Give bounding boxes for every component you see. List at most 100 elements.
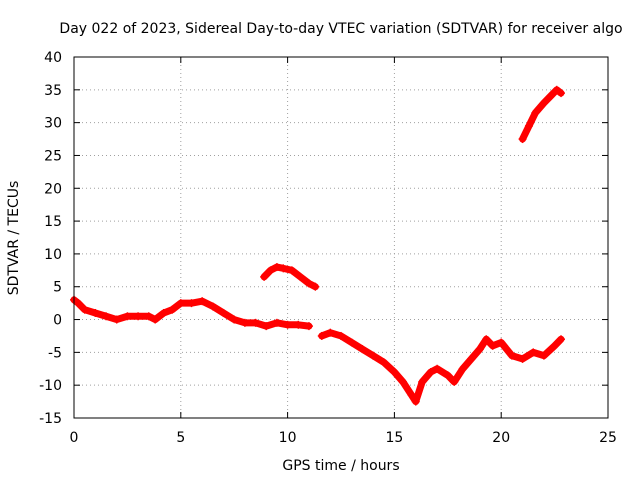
data-point: [112, 315, 121, 324]
data-point: [497, 338, 506, 347]
y-axis-label: SDTVAR / TECUs: [6, 181, 22, 296]
data-point: [304, 322, 313, 331]
series-segment-2: [260, 263, 320, 291]
data-point: [91, 308, 100, 317]
data-point: [219, 308, 228, 317]
data-point: [507, 351, 516, 360]
data-point: [482, 335, 491, 344]
data-point: [294, 320, 303, 329]
x-tick-label: 15: [385, 430, 403, 446]
data-point: [198, 297, 207, 306]
data-point: [151, 315, 160, 324]
x-tick-label: 20: [492, 430, 510, 446]
data-point: [524, 121, 533, 130]
data-point: [251, 318, 260, 327]
x-tick-label: 10: [279, 430, 297, 446]
y-tick-label: 40: [44, 50, 62, 66]
data-point: [240, 318, 249, 327]
series-segment-3: [317, 328, 566, 406]
y-tick-label: 5: [53, 280, 62, 296]
data-point: [411, 397, 420, 406]
data-point: [467, 354, 476, 363]
data-point: [279, 264, 288, 273]
data-point: [102, 312, 111, 321]
data-point: [407, 391, 416, 400]
data-point: [144, 312, 153, 321]
data-point: [337, 331, 345, 340]
data-point: [74, 299, 83, 308]
data-point: [369, 351, 378, 360]
data-point: [317, 331, 326, 340]
data-point: [550, 341, 559, 350]
data-point: [311, 282, 320, 291]
data-point: [358, 345, 367, 354]
x-tick-label: 25: [599, 430, 617, 446]
data-point: [272, 263, 281, 272]
axes: [73, 56, 609, 419]
x-axis-label: GPS time / hours: [282, 458, 399, 474]
data-point: [304, 279, 313, 288]
data-point: [539, 98, 548, 107]
y-tick-label: -10: [39, 378, 62, 394]
data-point: [187, 299, 196, 308]
data-point: [134, 312, 143, 321]
data-point: [488, 341, 497, 350]
data-point: [272, 318, 281, 327]
chart-title: Day 022 of 2023, Sidereal Day-to-day VTE…: [59, 21, 622, 37]
data-point: [176, 299, 185, 308]
plot-frame: [73, 56, 609, 419]
data-point: [296, 272, 305, 281]
data-point: [531, 108, 540, 117]
data-point: [379, 358, 388, 367]
data-point: [123, 312, 132, 321]
tick-labels: 0 5 10 15 20 25 -15 -10 -5 0 5 10 15 20 25 30 35 40: [39, 50, 617, 446]
data-point: [458, 364, 467, 373]
data-point: [260, 272, 269, 281]
series-trace: [318, 329, 565, 406]
grid: [74, 57, 608, 418]
data-point: [450, 377, 459, 386]
data-point: [529, 348, 538, 357]
series-segment-4: [518, 85, 566, 144]
y-tick-label: -5: [48, 345, 62, 361]
data-point: [398, 377, 407, 386]
data-point: [518, 135, 527, 144]
x-tick-label: 5: [176, 430, 185, 446]
data-point: [283, 320, 292, 329]
series-segment-1: [70, 295, 313, 331]
data-point: [426, 368, 435, 377]
data-point: [230, 315, 239, 324]
y-tick-label: 0: [53, 313, 62, 329]
data-point: [546, 92, 555, 101]
data-point: [418, 377, 427, 386]
data-point: [475, 345, 484, 354]
y-tick-label: 25: [44, 148, 62, 164]
y-tick-label: 20: [44, 181, 62, 197]
data-point: [159, 308, 168, 317]
y-tick-label: 10: [44, 247, 62, 263]
y-tick-label: 30: [44, 116, 62, 132]
data-point: [539, 351, 548, 360]
data-point: [287, 266, 296, 275]
data-point: [443, 371, 452, 380]
data-point: [557, 335, 566, 344]
data-point: [347, 338, 356, 347]
data-point: [262, 322, 271, 331]
data-series: [70, 85, 566, 406]
data-point: [390, 368, 399, 377]
data-point: [168, 305, 177, 314]
y-tick-label: 35: [44, 83, 62, 99]
data-point: [518, 354, 527, 363]
data-point: [557, 89, 566, 98]
data-point: [266, 266, 275, 275]
y-tick-label: -15: [39, 411, 62, 427]
data-point: [80, 305, 89, 314]
y-tick-label: 15: [44, 214, 62, 230]
data-point: [433, 364, 442, 373]
x-tick-label: 0: [70, 430, 79, 446]
data-point: [326, 328, 335, 337]
data-point: [552, 85, 561, 94]
data-point: [208, 302, 217, 311]
